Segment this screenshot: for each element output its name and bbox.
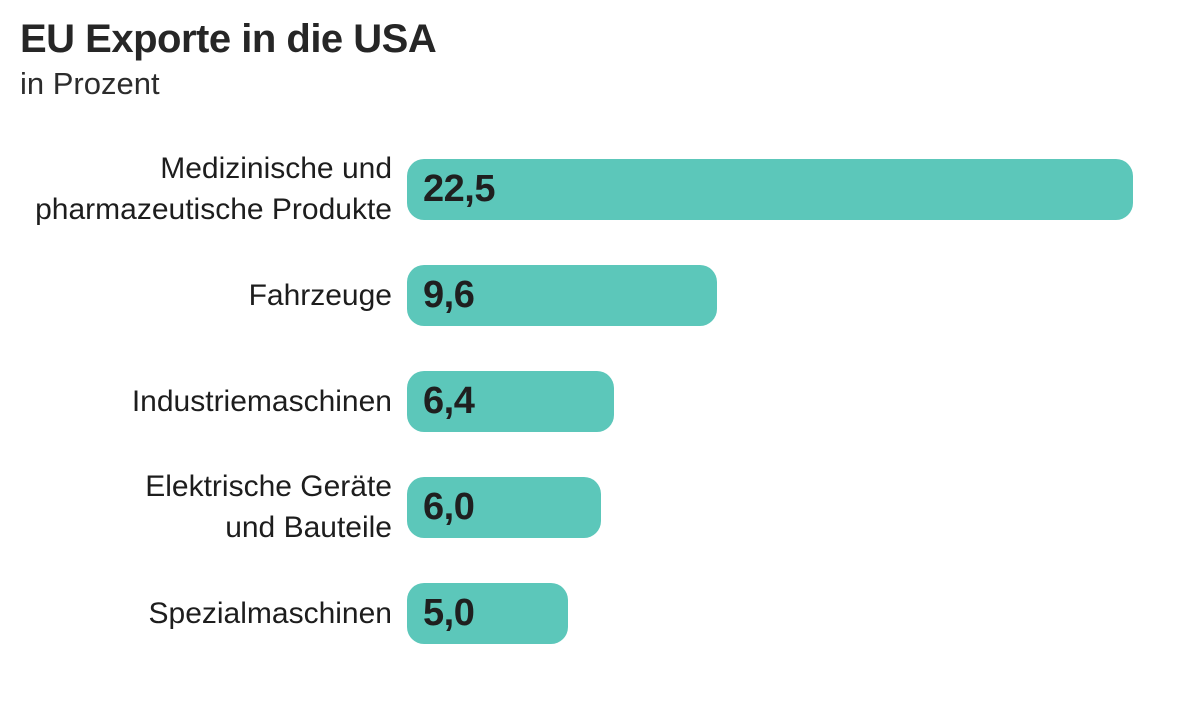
chart-subtitle: in Prozent — [20, 66, 160, 101]
value-label: 22,5 — [423, 167, 495, 210]
value-label: 6,0 — [423, 485, 475, 528]
bar-chart: Medizinische und pharmazeutische Produkt… — [0, 152, 1200, 644]
bar: 5,0 — [407, 582, 568, 644]
bar: 9,6 — [407, 264, 717, 326]
value-label: 6,4 — [423, 379, 475, 422]
category-label: Elektrische Geräte und Bauteile — [145, 470, 392, 545]
value-label: 9,6 — [423, 273, 475, 316]
bar: 6,0 — [407, 476, 601, 538]
value-label: 5,0 — [423, 591, 475, 634]
bar-row: Medizinische und pharmazeutische Produkt… — [0, 152, 1200, 226]
category-label: Spezialmaschinen — [148, 596, 392, 630]
bar: 22,5 — [407, 158, 1133, 220]
chart-title: EU Exporte in die USA — [20, 17, 437, 61]
category-label: Industriemaschinen — [131, 384, 392, 418]
bar-row: Elektrische Geräte und Bauteile 6,0 — [0, 470, 1200, 544]
bar: 6,4 — [407, 370, 614, 432]
category-label: Medizinische und pharmazeutische Produkt… — [35, 152, 392, 227]
bar-row: Industriemaschinen 6,4 — [0, 370, 1200, 432]
category-label: Fahrzeuge — [248, 278, 392, 312]
chart-header: EU Exporte in die USA in Prozent — [0, 0, 1200, 105]
bar-row: Fahrzeuge 9,6 — [0, 264, 1200, 326]
bar-row: Spezialmaschinen 5,0 — [0, 582, 1200, 644]
